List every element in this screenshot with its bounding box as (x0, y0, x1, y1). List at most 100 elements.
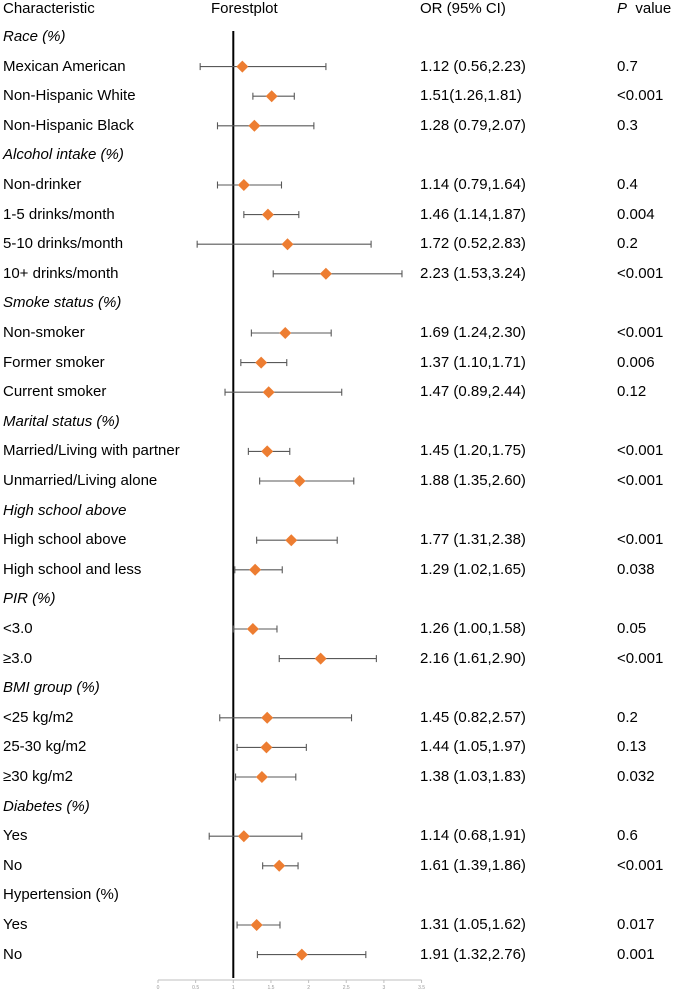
p-value-text: <0.001 (617, 442, 664, 460)
row-label: Married/Living with partner (3, 442, 180, 460)
x-tick-label: 3.5 (418, 985, 425, 991)
or-ci-text: 2.23 (1.53,3.24) (420, 264, 526, 282)
p-value-text: <0.001 (617, 856, 664, 874)
or-ci-text: 1.45 (0.82,2.57) (420, 708, 526, 726)
p-value-text: 0.038 (617, 560, 655, 578)
row-label: High school and less (3, 560, 142, 578)
or-ci-text: 1.69 (1.24,2.30) (420, 324, 526, 341)
row-label: <25 kg/m2 (3, 708, 74, 726)
row-label: No (3, 856, 23, 874)
p-value-text: 0.2 (617, 235, 638, 253)
p-value-text: 0.2 (617, 708, 638, 726)
row-label: High school above (3, 531, 127, 549)
group-label: Diabetes (%) (3, 797, 90, 815)
or-point-marker (281, 238, 294, 251)
or-ci-text: 1.12 (0.56,2.23) (420, 57, 526, 75)
or-ci-text: 1.61 (1.39,1.86) (420, 856, 526, 874)
header-forestplot: Forestplot (211, 0, 278, 17)
row-label: ≥3.0 (3, 649, 33, 667)
x-tick-label: 1.5 (267, 985, 274, 991)
p-value-text: <0.001 (617, 87, 664, 105)
or-point-marker (237, 830, 250, 843)
group-label: Alcohol intake (%) (3, 146, 124, 164)
row-label: Non-Hispanic White (3, 87, 136, 105)
or-ci-text: 1.29 (1.02,1.65) (420, 560, 526, 578)
group-label: Hypertension (%) (3, 886, 119, 904)
or-ci-text: 1.45 (1.20,1.75) (420, 442, 526, 460)
x-tick-label: 0 (157, 985, 160, 991)
or-ci-text: 1.31 (1.05,1.62) (420, 916, 526, 933)
group-label: Smoke status (%) (3, 294, 122, 312)
or-ci-text: 1.44 (1.05,1.97) (420, 738, 526, 756)
p-value-text: 0.017 (617, 916, 655, 933)
or-point-marker (314, 652, 327, 665)
p-value-text: 0.12 (617, 383, 647, 401)
or-point-marker (250, 919, 263, 931)
row-label: 1-5 drinks/month (3, 205, 115, 223)
or-point-marker (237, 179, 250, 191)
or-ci-text: 1.14 (0.68,1.91) (420, 827, 526, 845)
or-point-marker (236, 60, 249, 73)
p-value-text: 0.4 (617, 176, 638, 193)
or-point-marker (319, 267, 332, 280)
or-ci-text: 1.91 (1.32,2.76) (420, 945, 526, 963)
or-point-marker (285, 534, 298, 547)
row-label: Non-Hispanic Black (3, 116, 134, 134)
row-label: Non-smoker (3, 324, 85, 341)
or-ci-text: 1.47 (0.89,2.44) (420, 383, 526, 401)
x-tick-label: 1 (232, 985, 235, 991)
header-p-letter: P (617, 0, 628, 17)
or-point-marker (295, 948, 308, 961)
x-tick-label: 3 (383, 985, 386, 991)
or-point-marker (249, 563, 262, 576)
row-label: No (3, 945, 23, 963)
x-tick-label: 0.5 (192, 985, 199, 991)
or-point-marker (279, 327, 292, 339)
or-ci-text: 1.14 (0.79,1.64) (420, 176, 526, 193)
row-label: Current smoker (3, 383, 107, 401)
group-label: High school above (3, 501, 127, 519)
p-value-text: 0.05 (617, 620, 647, 637)
row-label: Non-drinker (3, 176, 82, 193)
or-ci-text: 1.88 (1.35,2.60) (420, 472, 526, 489)
or-point-marker (273, 859, 286, 872)
group-label: Race (%) (3, 28, 66, 45)
group-label: Marital status (%) (3, 412, 120, 430)
p-value-text: 0.004 (617, 205, 655, 223)
p-value-text: 0.001 (617, 945, 655, 963)
p-value-text: <0.001 (617, 264, 664, 282)
p-value-text: 0.006 (617, 353, 655, 371)
or-ci-text: 1.77 (1.31,2.38) (420, 531, 526, 549)
x-tick-label: 2.5 (343, 985, 350, 991)
or-point-marker (255, 356, 268, 369)
row-label: Former smoker (3, 353, 105, 371)
p-value-text: <0.001 (617, 531, 664, 549)
row-label: Mexican American (3, 57, 126, 75)
p-value-text: 0.032 (617, 768, 655, 785)
group-label: BMI group (%) (3, 679, 100, 697)
p-value-text: 0.7 (617, 57, 638, 75)
row-label: 10+ drinks/month (3, 264, 119, 282)
header-characteristic: Characteristic (3, 0, 95, 17)
p-value-text: 0.6 (617, 827, 638, 845)
group-label: PIR (%) (3, 590, 56, 608)
or-ci-text: 1.38 (1.03,1.83) (420, 768, 526, 785)
or-point-marker (261, 445, 274, 458)
x-tick-label: 2 (307, 985, 310, 991)
row-label: 5-10 drinks/month (3, 235, 124, 253)
row-label: Unmarried/Living alone (3, 472, 158, 489)
row-label: Yes (3, 827, 28, 845)
or-point-marker (260, 741, 273, 754)
p-value-text: <0.001 (617, 472, 664, 489)
or-ci-text: 1.51(1.26,1.81) (420, 87, 522, 105)
or-ci-text: 1.37 (1.10,1.71) (420, 353, 526, 371)
p-value-text: 0.13 (617, 738, 647, 756)
p-value-text: 0.3 (617, 116, 638, 134)
row-label: ≥30 kg/m2 (3, 768, 73, 785)
row-label: 25-30 kg/m2 (3, 738, 87, 756)
row-label: Yes (3, 916, 28, 933)
or-ci-text: 2.16 (1.61,2.90) (420, 649, 526, 667)
or-point-marker (265, 90, 278, 103)
or-point-marker (262, 386, 275, 399)
